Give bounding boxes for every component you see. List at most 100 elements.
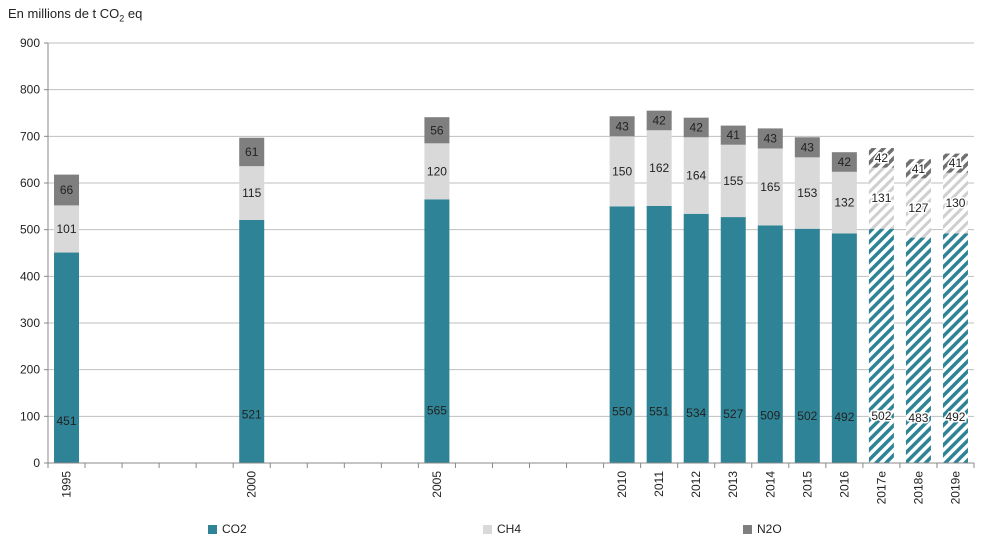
unit-label-subscript: 2	[119, 13, 125, 24]
data-label-co2: 492	[834, 410, 854, 424]
bar-segment-ch4	[942, 172, 968, 234]
x-tick-label: 2019e	[948, 471, 962, 505]
data-label-n2o: 43	[615, 119, 629, 133]
bar-segment-n2o	[609, 116, 635, 137]
bar-segment-ch4	[757, 148, 783, 226]
bar-segment-co2	[942, 233, 968, 463]
data-label-n2o: 42	[875, 151, 889, 165]
bar-segment-ch4	[831, 171, 857, 234]
bar-segment-co2	[646, 205, 672, 463]
data-label-ch4: 130	[945, 196, 965, 210]
x-tick-label: 2010	[615, 471, 629, 498]
data-label-ch4: 164	[686, 169, 706, 183]
bar-segment-co2	[831, 233, 857, 463]
data-label-ch4: 155	[723, 174, 743, 188]
data-label-n2o: 56	[430, 123, 444, 137]
data-label-n2o: 42	[838, 155, 852, 169]
y-tick-label: 600	[20, 176, 40, 190]
bar-segment-n2o	[794, 137, 820, 158]
data-label-n2o: 41	[727, 128, 741, 142]
x-tick-label: 2018e	[911, 471, 925, 505]
data-label-ch4: 120	[427, 164, 447, 178]
bar-segment-ch4	[905, 178, 931, 238]
legend-item-ch4: CH4	[483, 522, 521, 536]
legend-swatch-ch4	[483, 524, 492, 534]
data-label-co2: 551	[649, 405, 669, 419]
bar-segment-ch4	[683, 137, 709, 214]
bar-segment-co2	[54, 252, 80, 463]
unit-label: En millions de t CO2 eq	[8, 6, 142, 24]
data-label-n2o: 43	[801, 140, 815, 154]
bar-segment-n2o	[720, 125, 746, 145]
x-tick-label: 2013	[726, 471, 740, 498]
bar-segment-co2	[905, 237, 931, 463]
data-label-ch4: 131	[871, 191, 891, 205]
data-label-n2o: 41	[912, 162, 926, 176]
x-tick-label: 2000	[245, 471, 259, 498]
y-tick-label: 500	[20, 223, 40, 237]
x-tick-label: 2012	[689, 471, 703, 498]
stacked-bar-chart: 451 101 66 521 115 61 565 120 56 550 150 43 551 162 42…	[20, 36, 975, 505]
y-tick-label: 800	[20, 83, 40, 97]
bar-segment-n2o	[239, 137, 265, 167]
x-tick-label: 1995	[60, 471, 74, 498]
data-label-co2: 565	[427, 403, 447, 417]
data-label-co2: 492	[945, 410, 965, 424]
unit-label-suffix: eq	[124, 6, 143, 21]
y-tick-label: 100	[20, 409, 40, 423]
data-label-ch4: 150	[612, 164, 632, 178]
x-tick-label: 2011	[652, 471, 666, 497]
legend: CO2 CH4 N2O	[0, 522, 1000, 540]
bar-segment-n2o	[757, 128, 783, 149]
bar-segment-n2o	[54, 174, 80, 206]
data-label-co2: 527	[723, 407, 743, 421]
bar-segment-co2	[868, 228, 894, 463]
data-label-co2: 451	[57, 414, 77, 428]
bar-segment-co2	[794, 228, 820, 463]
data-label-ch4: 153	[797, 186, 817, 200]
data-label-n2o: 42	[652, 113, 666, 127]
legend-label-ch4: CH4	[497, 522, 522, 536]
y-tick-label: 200	[20, 363, 40, 377]
data-label-co2: 534	[686, 406, 706, 420]
bar-segment-n2o	[868, 148, 894, 168]
bar-segment-n2o	[646, 110, 672, 131]
axis-layer: 0 100 200 300 400 500 600 700 800 900 1995 2000 2005…	[20, 36, 975, 505]
bar-segment-co2	[683, 213, 709, 463]
bar-segment-n2o	[424, 117, 450, 144]
bar-segment-ch4	[720, 144, 746, 218]
data-label-co2: 483	[908, 411, 928, 425]
bar-segment-ch4	[646, 130, 672, 206]
legend-swatch-co2	[208, 524, 217, 534]
x-tick-label: 2017e	[874, 471, 888, 505]
data-label-n2o: 42	[690, 120, 704, 134]
bars-layer: 451 101 66 521 115 61 565 120 56 550 150 43 551 162 42…	[54, 110, 968, 464]
bar-segment-co2	[239, 219, 265, 463]
data-label-co2: 502	[797, 409, 817, 423]
bar-segment-ch4	[54, 205, 80, 253]
bar-segment-ch4	[609, 136, 635, 207]
bar-segment-ch4	[794, 157, 820, 229]
bar-segment-n2o	[942, 153, 968, 173]
data-label-n2o: 66	[60, 183, 74, 197]
y-tick-label: 400	[20, 269, 40, 283]
y-tick-label: 900	[20, 36, 40, 50]
data-label-ch4: 132	[834, 196, 854, 210]
legend-item-n2o: N2O	[743, 522, 782, 536]
legend-swatch-n2o	[743, 524, 752, 534]
bar-segment-n2o	[831, 152, 857, 172]
data-label-ch4: 162	[649, 161, 669, 175]
bar-segment-co2	[757, 225, 783, 463]
bar-segment-ch4	[424, 143, 450, 200]
data-label-co2: 509	[760, 408, 780, 422]
y-tick-label: 700	[20, 129, 40, 143]
data-label-ch4: 101	[57, 222, 77, 236]
legend-item-co2: CO2	[208, 522, 247, 536]
data-label-co2: 502	[871, 409, 891, 423]
bar-segment-co2	[720, 217, 746, 463]
bar-segment-co2	[609, 206, 635, 464]
y-tick-label: 300	[20, 316, 40, 330]
bar-segment-n2o	[905, 159, 931, 179]
data-label-ch4: 165	[760, 180, 780, 194]
data-label-co2: 521	[242, 407, 262, 421]
